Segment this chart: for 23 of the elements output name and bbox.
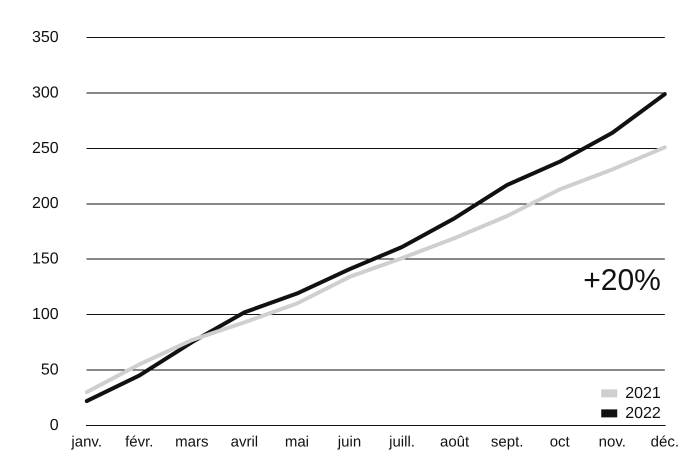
y-tick-label: 350	[32, 29, 59, 46]
x-tick-label: juill.	[388, 434, 415, 451]
x-tick-label: sept.	[490, 434, 524, 451]
x-tick-label: mars	[175, 434, 208, 451]
x-tick-label: avril	[230, 434, 258, 451]
legend-label: 2021	[625, 384, 661, 402]
annotation: +20%	[583, 264, 661, 298]
x-tick-label: déc.	[650, 434, 680, 451]
x-tick-label: oct	[550, 434, 571, 451]
x-tick-label: mai	[284, 434, 310, 451]
x-tick-label: nov.	[598, 434, 626, 451]
x-tick-label: janv.	[70, 434, 102, 451]
y-tick-label: 100	[32, 306, 59, 324]
x-tick-label: juin	[336, 434, 362, 451]
legend-label: 2022	[625, 404, 661, 422]
y-tick-label: 300	[32, 84, 59, 102]
x-tick-label: août	[440, 434, 470, 451]
y-tick-label: 0	[50, 416, 59, 434]
y-tick-label: 50	[40, 361, 59, 378]
y-tick-label: 150	[32, 250, 59, 268]
y-tick-label: 250	[32, 140, 59, 157]
y-tick-label: 200	[32, 195, 59, 212]
x-tick-label: févr.	[125, 434, 154, 451]
